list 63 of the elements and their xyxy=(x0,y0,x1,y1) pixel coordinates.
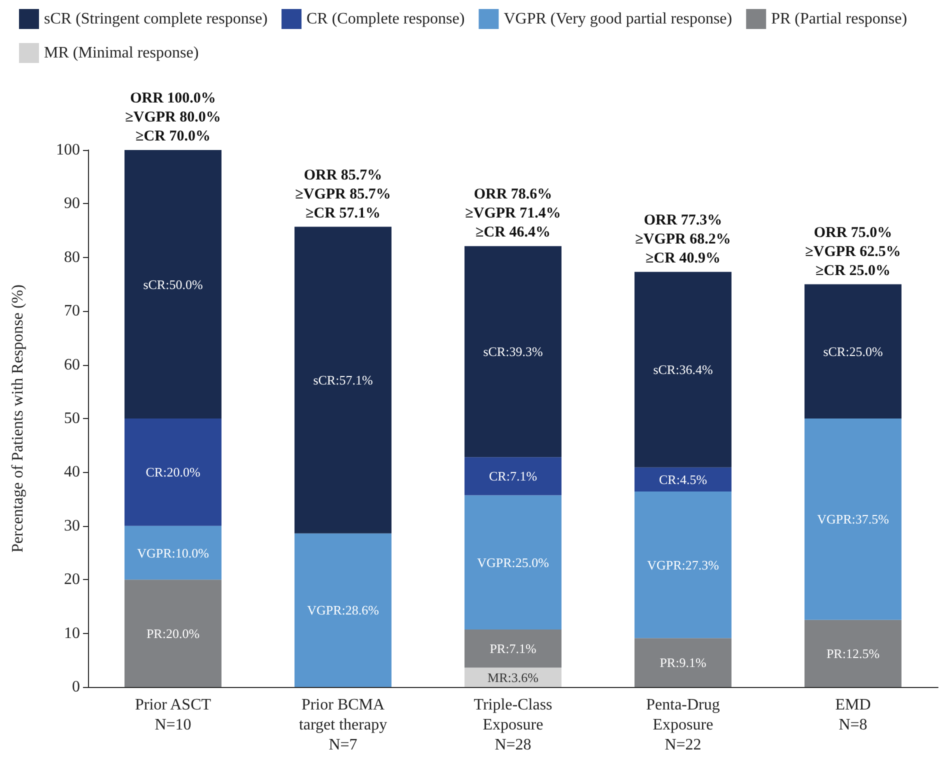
x-tick-label: Penta-Drug Exposure N=22 xyxy=(646,696,720,754)
bar xyxy=(124,580,222,687)
bar xyxy=(634,467,732,492)
bar xyxy=(464,668,562,687)
bar xyxy=(124,418,222,526)
bar xyxy=(294,533,392,687)
data-label: VGPR:28.6% xyxy=(307,602,380,618)
data-label: CR:7.1% xyxy=(488,468,538,484)
data-label: sCR:25.0% xyxy=(823,344,883,359)
bar xyxy=(464,630,562,668)
data-label: VGPR:25.0% xyxy=(477,554,550,570)
total-label: ORR 75.0% ≥VGPR 62.5% ≥CR 25.0% xyxy=(805,224,901,279)
data-label: VGPR:27.3% xyxy=(647,557,720,572)
y-tick-label: 100 xyxy=(56,142,80,158)
legend-label: PR (Partial response) xyxy=(771,10,908,28)
data-label: CR:4.5% xyxy=(658,472,708,487)
data-label: VGPR:10.0% xyxy=(137,545,210,560)
legend-label: VGPR (Very good partial response) xyxy=(504,10,732,28)
y-tick-label: 0 xyxy=(72,678,80,696)
y-tick-label: 50 xyxy=(64,410,80,427)
y-tick-label: 20 xyxy=(64,571,80,588)
y-tick-label: 40 xyxy=(64,464,80,481)
data-label: MR:3.6% xyxy=(488,670,539,685)
data-label: PR:7.1% xyxy=(490,641,536,656)
y-tick-label: 90 xyxy=(64,195,80,212)
data-label: VGPR:37.5% xyxy=(817,512,890,527)
data-label: CR:20.0% xyxy=(146,464,200,480)
bar xyxy=(804,418,902,620)
y-tick-label: 30 xyxy=(64,517,80,534)
bar xyxy=(464,457,562,496)
bar xyxy=(464,495,562,630)
legend-label: MR (Minimal response) xyxy=(44,44,199,62)
y-tick-label: 70 xyxy=(64,302,80,320)
y-tick-label: 80 xyxy=(64,248,80,266)
y-tick-label: 60 xyxy=(64,356,80,374)
bar xyxy=(124,150,222,418)
bar xyxy=(804,620,902,687)
data-label: sCR:57.1% xyxy=(313,372,373,388)
bar xyxy=(634,272,732,468)
x-tick-label: Prior ASCT N=10 xyxy=(134,696,212,734)
data-label: sCR:36.4% xyxy=(653,362,713,378)
legend-label: sCR (Stringent complete response) xyxy=(44,10,268,28)
bar xyxy=(464,246,562,458)
legend-label: CR (Complete response) xyxy=(306,10,465,28)
bar xyxy=(634,492,732,638)
bar xyxy=(804,284,902,418)
total-label: ORR 85.7% ≥VGPR 85.7% ≥CR 57.1% xyxy=(295,167,391,222)
total-label: ORR 78.6% ≥VGPR 71.4% ≥CR 46.4% xyxy=(465,186,561,241)
y-axis-title: Percentage of Patients with Response (%) xyxy=(10,284,26,552)
data-label: sCR:50.0% xyxy=(143,276,203,292)
bar xyxy=(294,226,392,534)
y-tick-label: 10 xyxy=(64,624,80,642)
data-label: PR:12.5% xyxy=(826,646,880,661)
total-label: ORR 100.0% ≥VGPR 80.0% ≥CR 70.0% xyxy=(125,90,221,144)
x-tick-label: EMD N=8 xyxy=(835,696,871,734)
bar xyxy=(124,526,222,580)
data-label: sCR:39.3% xyxy=(483,344,543,360)
data-label: PR:20.0% xyxy=(146,626,200,641)
total-label: ORR 77.3% ≥VGPR 68.2% ≥CR 40.9% xyxy=(635,212,731,266)
x-tick-label: Triple-Class Exposure N=28 xyxy=(474,696,552,754)
bar xyxy=(634,638,732,687)
x-tick-label: Prior BCMA target therapy N=7 xyxy=(298,696,388,754)
data-label: PR:9.1% xyxy=(660,655,706,670)
